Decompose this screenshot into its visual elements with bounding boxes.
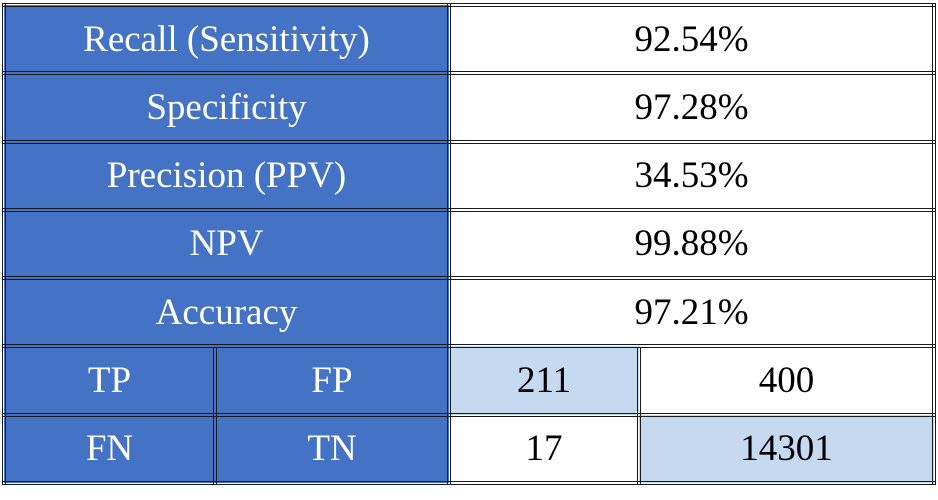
- table-row: Specificity 97.28%: [1, 71, 937, 144]
- table-row: FN TN 17 14301: [2, 412, 937, 486]
- count-value: 14301: [637, 412, 937, 486]
- table-row: Precision (PPV) 34.53%: [1, 139, 937, 212]
- metric-label: NPV: [1, 207, 452, 281]
- metric-value: 97.28%: [447, 71, 937, 144]
- metric-value: 92.54%: [447, 2, 937, 76]
- table-row: Accuracy 97.21%: [1, 276, 937, 349]
- metric-label: Accuracy: [1, 276, 452, 349]
- metric-label: Specificity: [1, 71, 452, 144]
- count-value: 400: [637, 344, 937, 417]
- table-row: NPV 99.88%: [1, 207, 937, 281]
- metrics-table: Recall (Sensitivity) 92.54% Specificity …: [1, 2, 937, 486]
- count-value: 17: [447, 412, 642, 486]
- metric-value: 97.21%: [447, 276, 937, 349]
- table-row: TP FP 211 400: [2, 344, 937, 417]
- count-label: FP: [212, 344, 452, 417]
- table-row: Recall (Sensitivity) 92.54%: [1, 2, 937, 76]
- metric-label: Recall (Sensitivity): [1, 2, 452, 76]
- metric-label: Precision (PPV): [1, 139, 452, 212]
- count-label: TN: [212, 412, 452, 486]
- count-label: FN: [2, 412, 217, 486]
- count-value: 211: [447, 344, 642, 417]
- metric-value: 99.88%: [447, 207, 937, 281]
- metric-value: 34.53%: [447, 139, 937, 212]
- count-label: TP: [2, 344, 217, 417]
